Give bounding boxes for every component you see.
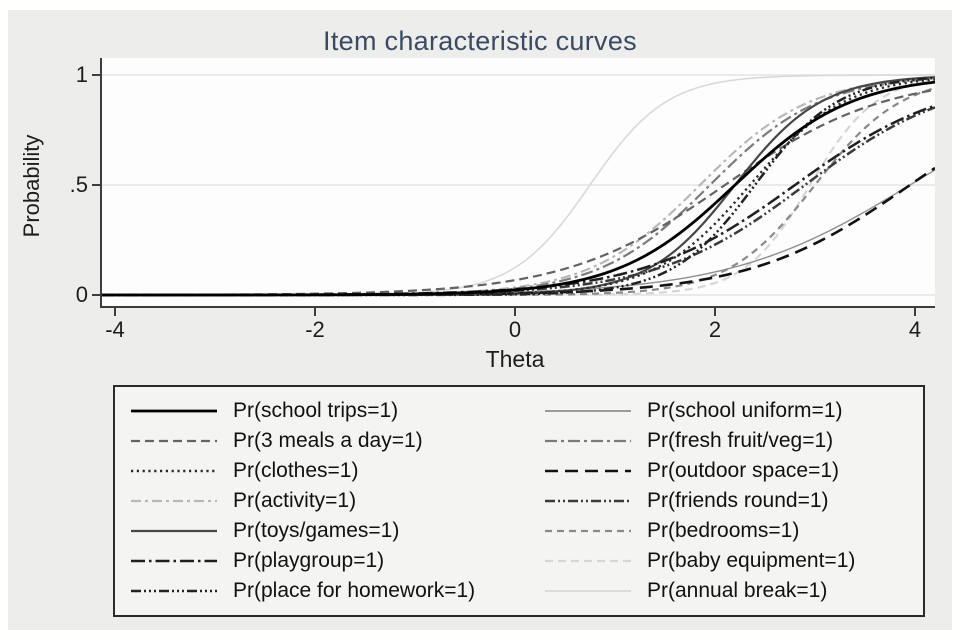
legend-label: Pr(baby equipment=1) (647, 549, 856, 572)
legend-item-outdoor-space: Pr(outdoor space=1) (545, 456, 923, 486)
legend-sample-line (131, 469, 217, 473)
legend-sample-line (545, 590, 631, 592)
legend-label: Pr(clothes=1) (233, 459, 359, 482)
y-tick-mark (92, 74, 100, 76)
legend-sample-line (131, 409, 217, 413)
legend-label: Pr(place for homework=1) (233, 579, 476, 602)
figure: Item characteristic curves 0.5 1 -4 -2 0 2 4 … (8, 10, 952, 630)
legend-label: Pr(school trips=1) (233, 399, 399, 422)
legend-sample-line (131, 559, 217, 563)
legend-sample-line (131, 589, 217, 593)
curve-school-trips (100, 80, 935, 297)
y-tick-label: .5 (69, 172, 88, 197)
x-axis-title: Theta (485, 346, 545, 372)
legend-label: Pr(school uniform=1) (647, 399, 843, 422)
legend-item-playgroup: Pr(playgroup=1) (131, 546, 545, 576)
x-tick-mark (114, 308, 116, 316)
legend-sample-line (131, 499, 217, 503)
x-tick-label: 4 (908, 317, 922, 342)
plot-area (100, 58, 935, 308)
x-tick-mark (714, 308, 716, 316)
legend-item-friends-round: Pr(friends round=1) (545, 486, 923, 516)
legend-item-bedrooms: Pr(bedrooms=1) (545, 516, 923, 546)
legend-item-place-for-homework: Pr(place for homework=1) (131, 576, 545, 606)
curve-outdoor-space (100, 166, 935, 297)
legend-label: Pr(playgroup=1) (233, 549, 385, 572)
legend-label: Pr(friends round=1) (647, 489, 829, 512)
x-tick-mark (314, 308, 316, 316)
legend-item-clothes: Pr(clothes=1) (131, 456, 545, 486)
legend-label: Pr(outdoor space=1) (647, 459, 840, 482)
legend-item-3-meals-a-day: Pr(3 meals a day=1) (131, 426, 545, 456)
y-axis-title: Probability (19, 134, 44, 238)
legend-sample-line (545, 410, 631, 412)
legend-item-toys-games: Pr(toys/games=1) (131, 516, 545, 546)
legend-sample-line (131, 439, 217, 443)
plot-background (100, 58, 935, 308)
x-tick-mark (914, 308, 916, 316)
legend-label: Pr(fresh fruit/veg=1) (647, 429, 834, 452)
legend-sample-line (131, 529, 217, 533)
legend-label: Pr(3 meals a day=1) (233, 429, 423, 452)
legend-label: Pr(activity=1) (233, 489, 357, 512)
chart-title: Item characteristic curves (323, 26, 637, 56)
legend-sample-line (545, 439, 631, 443)
legend-item-annual-break: Pr(annual break=1) (545, 576, 923, 606)
legend-item-activity: Pr(activity=1) (131, 486, 545, 516)
x-tick-label: -4 (105, 317, 125, 342)
legend: Pr(school trips=1) Pr(3 meals a day=1) Pr(… (113, 385, 925, 617)
legend-item-school-trips: Pr(school trips=1) (131, 396, 545, 426)
curve-3-meals-a-day (100, 88, 935, 297)
legend-item-fresh-fruit-veg: Pr(fresh fruit/veg=1) (545, 426, 923, 456)
legend-label: Pr(toys/games=1) (233, 519, 400, 542)
legend-sample-line (545, 529, 631, 533)
x-tick-label: 2 (708, 317, 722, 342)
curve-bedrooms (100, 87, 935, 297)
y-tick-label: 1 (75, 62, 88, 87)
curve-place-for-homework (100, 76, 935, 297)
curves-group (100, 74, 935, 297)
legend-item-baby-equipment: Pr(baby equipment=1) (545, 546, 923, 576)
legend-sample-line (545, 559, 631, 563)
x-tick-mark (514, 308, 516, 316)
x-tick-label: -2 (305, 317, 325, 342)
y-tick-mark (92, 294, 100, 296)
legend-label: Pr(annual break=1) (647, 579, 828, 602)
legend-item-school-uniform: Pr(school uniform=1) (545, 396, 923, 426)
y-tick-label: 0 (75, 282, 88, 307)
x-tick-label: 0 (508, 317, 522, 342)
legend-label: Pr(bedrooms=1) (647, 519, 800, 542)
legend-sample-line (545, 499, 631, 503)
y-tick-mark (92, 184, 100, 186)
legend-sample-line (545, 469, 631, 473)
